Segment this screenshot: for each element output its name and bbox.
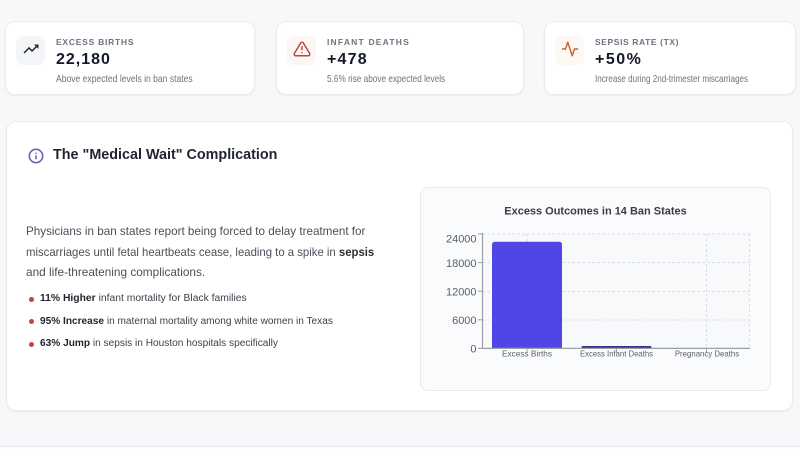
svg-text:Pregnancy Deaths: Pregnancy Deaths	[675, 349, 739, 359]
svg-text:6000: 6000	[452, 315, 476, 327]
svg-text:12000: 12000	[446, 286, 477, 298]
svg-text:24000: 24000	[446, 233, 477, 245]
svg-text:18000: 18000	[446, 258, 477, 270]
svg-text:Excess Infant Deaths: Excess Infant Deaths	[580, 349, 653, 359]
svg-text:Excess Births: Excess Births	[502, 349, 552, 359]
svg-text:0: 0	[470, 343, 476, 355]
svg-text:Excess Outcomes in 14 Ban Stat: Excess Outcomes in 14 Ban States	[504, 206, 686, 218]
